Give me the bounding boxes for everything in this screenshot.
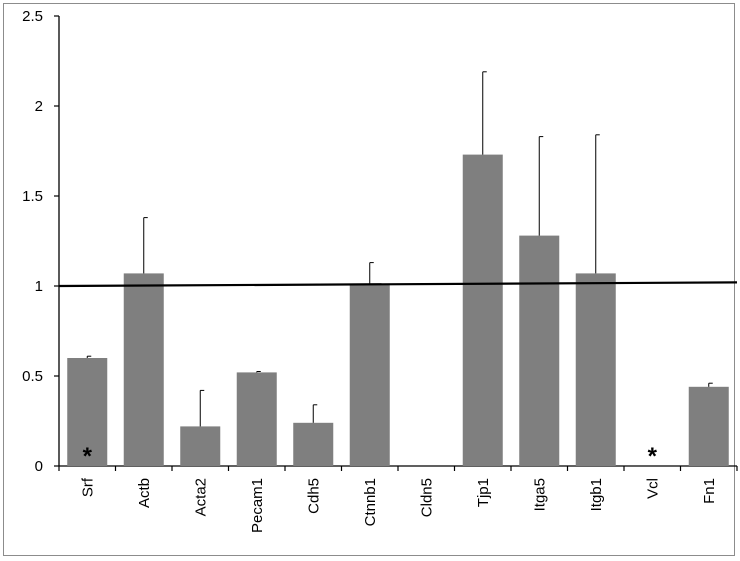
bar	[236, 372, 277, 466]
y-tick-label: 0.5	[22, 368, 43, 385]
axes: 0 0.5 1 1.5 2 2.5	[22, 8, 738, 475]
category-label: Actb	[136, 478, 153, 508]
category-label: Pecam1	[249, 478, 266, 533]
bar	[293, 422, 334, 466]
bar	[519, 235, 560, 466]
y-tick-label: 2	[35, 98, 43, 115]
category-label: Vcl	[644, 478, 661, 499]
y-tick-label: 2.5	[22, 8, 43, 25]
bar	[123, 273, 164, 466]
category-label: Ctnnb1	[362, 478, 379, 526]
y-tick-label: 1	[35, 278, 43, 295]
bar	[67, 358, 108, 466]
category-label: Acta2	[192, 478, 209, 516]
category-label: Fn1	[701, 478, 718, 504]
significance-marker: *	[648, 443, 658, 470]
significance-marker: *	[83, 443, 93, 470]
bar	[462, 154, 503, 466]
y-tick-label: 0	[35, 458, 43, 475]
reference-line	[58, 281, 738, 288]
category-label: Tjp1	[475, 478, 492, 507]
bar	[575, 273, 616, 466]
bar	[349, 284, 390, 466]
y-tick-label: 1.5	[22, 188, 43, 205]
bar	[180, 426, 221, 466]
category-label: Itga5	[531, 478, 548, 511]
category-label: Cldn5	[418, 478, 435, 517]
labels: * Srf Actb Acta2 Pecam1 Cdh5 Ctnnb1 Cldn5 Tjp1 It…	[79, 443, 718, 533]
bar	[688, 386, 729, 466]
category-label: Itgb1	[588, 478, 605, 511]
category-label: Cdh5	[305, 478, 322, 514]
category-label: Srf	[79, 477, 96, 497]
bars	[58, 71, 738, 466]
